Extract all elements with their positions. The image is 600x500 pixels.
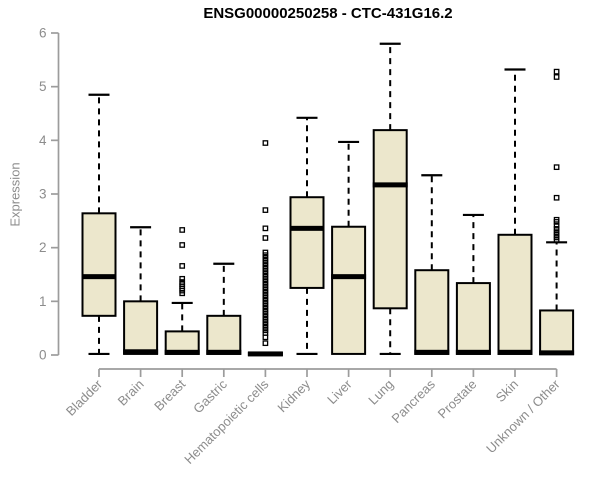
median-liver bbox=[331, 274, 367, 280]
category-label-brain: Brain bbox=[115, 377, 147, 409]
box-bladder bbox=[81, 212, 117, 317]
outlier-point-hematopoietic-cells bbox=[262, 207, 269, 213]
y-tick-label: 0 bbox=[39, 348, 47, 363]
outlier-point-hematopoietic-cells bbox=[262, 249, 269, 256]
outlier-point-breast bbox=[179, 263, 186, 269]
box-pancreas bbox=[414, 269, 450, 355]
outlier-point-hematopoietic-cells bbox=[262, 140, 269, 146]
category-label-skin: Skin bbox=[493, 377, 521, 405]
category-label-gastric: Gastric bbox=[190, 376, 230, 416]
median-prostate bbox=[455, 349, 491, 355]
box-unknown-other bbox=[539, 309, 575, 355]
outlier-point-unknown-other bbox=[553, 216, 560, 223]
outlier-point-hematopoietic-cells bbox=[262, 340, 269, 347]
box-prostate bbox=[455, 282, 491, 355]
outlier-point-unknown-other bbox=[553, 194, 560, 201]
y-axis-label: Expression bbox=[7, 162, 23, 227]
y-tick-label: 4 bbox=[39, 133, 47, 148]
median-breast bbox=[164, 349, 200, 355]
outlier-point-hematopoietic-cells bbox=[262, 235, 269, 241]
outlier-point-breast bbox=[179, 242, 186, 248]
median-skin bbox=[497, 349, 533, 355]
median-brain bbox=[123, 349, 159, 355]
outlier-point-unknown-other bbox=[553, 229, 560, 235]
outlier-point-unknown-other bbox=[553, 164, 560, 171]
median-kidney bbox=[289, 225, 325, 231]
category-label-pancreas: Pancreas bbox=[388, 376, 438, 426]
outlier-point-breast bbox=[179, 279, 186, 285]
box-brain bbox=[123, 300, 159, 355]
box-lung bbox=[372, 129, 408, 310]
box-kidney bbox=[289, 196, 325, 289]
y-tick-label: 6 bbox=[39, 26, 47, 41]
y-tick-label: 3 bbox=[39, 187, 47, 202]
median-pancreas bbox=[414, 349, 450, 355]
category-label-liver: Liver bbox=[324, 376, 355, 407]
category-label-kidney: Kidney bbox=[274, 376, 313, 415]
y-tick-label: 1 bbox=[39, 294, 47, 309]
category-label-unknown-other: Unknown / Other bbox=[483, 376, 563, 456]
box-liver bbox=[331, 225, 367, 355]
outlier-point-unknown-other bbox=[553, 74, 560, 80]
category-label-breast: Breast bbox=[151, 376, 188, 413]
y-tick-label: 5 bbox=[39, 79, 47, 94]
category-label-prostate: Prostate bbox=[435, 377, 480, 422]
box-gastric bbox=[206, 314, 242, 355]
category-label-bladder: Bladder bbox=[63, 376, 106, 419]
outlier-point-breast bbox=[179, 275, 186, 282]
outlier-point-hematopoietic-cells bbox=[262, 225, 269, 232]
category-label-lung: Lung bbox=[365, 377, 396, 408]
median-lung bbox=[372, 182, 408, 188]
median-bladder bbox=[81, 274, 117, 280]
median-gastric bbox=[206, 349, 242, 355]
chart-title: ENSG00000250258 - CTC-431G16.2 bbox=[203, 5, 453, 22]
outlier-point-breast bbox=[179, 227, 186, 233]
median-hematopoietic-cells bbox=[247, 351, 283, 357]
y-tick-label: 2 bbox=[39, 240, 47, 255]
median-unknown-other bbox=[539, 350, 575, 356]
box-skin bbox=[497, 233, 533, 355]
outlier-point-unknown-other bbox=[553, 68, 560, 75]
outlier-point-unknown-other bbox=[553, 226, 560, 232]
